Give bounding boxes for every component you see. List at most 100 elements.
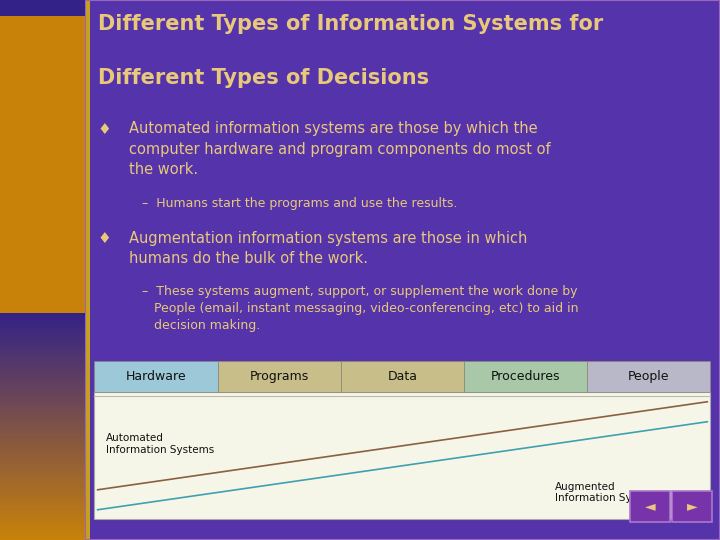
Bar	[0, 485, 85, 488]
Bar	[0, 343, 85, 345]
Bar	[0, 474, 85, 476]
Bar	[0, 347, 85, 349]
Bar	[0, 422, 85, 424]
Bar	[0, 529, 85, 531]
Bar	[0, 429, 85, 431]
Bar	[0, 476, 85, 479]
Bar	[0, 504, 85, 506]
Bar	[0, 408, 85, 411]
Bar	[0, 440, 85, 442]
Bar	[0, 495, 85, 497]
Bar	[0, 372, 85, 374]
Bar	[0, 488, 85, 490]
Bar	[0, 510, 85, 513]
Bar	[0, 336, 85, 338]
Text: Data: Data	[387, 370, 418, 383]
Text: Hardware: Hardware	[126, 370, 186, 383]
Bar	[85, 0, 90, 540]
Bar	[94, 392, 711, 519]
Bar	[588, 361, 711, 392]
Bar	[0, 513, 85, 515]
Bar	[0, 377, 85, 379]
Text: Procedures: Procedures	[491, 370, 560, 383]
Bar	[0, 386, 85, 388]
Bar	[0, 404, 85, 406]
Bar	[0, 363, 85, 366]
Bar	[0, 458, 85, 461]
Bar	[0, 318, 85, 320]
Bar	[0, 427, 85, 429]
Bar	[0, 445, 85, 447]
Bar	[0, 329, 85, 332]
Bar	[0, 320, 85, 322]
Bar	[0, 506, 85, 508]
Bar	[0, 526, 85, 529]
Bar	[0, 370, 85, 372]
Bar	[0, 334, 85, 336]
Bar	[217, 361, 341, 392]
Bar	[0, 442, 85, 445]
Bar	[0, 461, 85, 463]
Bar	[0, 434, 85, 436]
Bar	[0, 499, 85, 502]
Bar	[0, 359, 85, 361]
Bar	[0, 479, 85, 481]
Bar	[0, 515, 85, 517]
Bar	[0, 349, 85, 352]
Bar	[0, 361, 85, 363]
Text: ♦: ♦	[98, 122, 112, 137]
Bar	[0, 400, 85, 402]
Bar	[0, 0, 85, 16]
Bar	[0, 354, 85, 356]
Bar	[464, 361, 588, 392]
Bar	[0, 436, 85, 438]
Bar	[0, 338, 85, 340]
Bar	[0, 468, 85, 470]
Text: Augmentation information systems are those in which
humans do the bulk of the wo: Augmentation information systems are tho…	[130, 231, 528, 266]
Text: Automated information systems are those by which the
computer hardware and progr: Automated information systems are those …	[130, 122, 551, 177]
Bar	[0, 472, 85, 474]
Bar	[0, 388, 85, 390]
Bar	[0, 352, 85, 354]
Bar	[0, 345, 85, 347]
Bar	[94, 361, 217, 392]
Bar	[0, 390, 85, 393]
Bar	[0, 451, 85, 454]
Bar	[0, 406, 85, 408]
Text: ♦: ♦	[98, 231, 112, 246]
Bar	[0, 490, 85, 492]
Bar	[0, 502, 85, 504]
Bar	[0, 379, 85, 381]
Bar	[0, 508, 85, 510]
Bar	[0, 438, 85, 440]
Bar	[0, 536, 85, 538]
Bar	[0, 519, 85, 522]
Text: –  These systems augment, support, or supplement the work done by
   People (ema: – These systems augment, support, or sup…	[142, 285, 579, 332]
Bar	[0, 449, 85, 451]
Bar	[0, 368, 85, 370]
Text: Augmented
Information Systems: Augmented Information Systems	[555, 482, 663, 503]
Bar	[0, 492, 85, 495]
Bar	[341, 361, 464, 392]
FancyBboxPatch shape	[630, 491, 670, 522]
Bar	[0, 420, 85, 422]
Bar	[0, 313, 85, 315]
Bar	[0, 315, 85, 318]
Bar	[0, 383, 85, 386]
Bar	[0, 366, 85, 368]
Bar	[0, 465, 85, 468]
Bar	[0, 413, 85, 415]
Bar	[0, 517, 85, 519]
FancyBboxPatch shape	[0, 0, 85, 313]
Bar	[0, 431, 85, 434]
Text: Automated
Information Systems: Automated Information Systems	[106, 433, 214, 455]
Bar	[0, 325, 85, 327]
FancyBboxPatch shape	[672, 491, 712, 522]
Bar	[0, 322, 85, 325]
Bar	[0, 533, 85, 536]
Bar	[0, 393, 85, 395]
Bar	[0, 522, 85, 524]
Bar	[0, 456, 85, 458]
Bar	[0, 481, 85, 483]
Bar	[0, 327, 85, 329]
